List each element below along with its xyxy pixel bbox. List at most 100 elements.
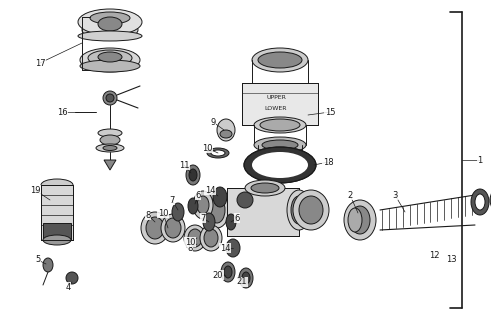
Ellipse shape <box>172 203 184 221</box>
Bar <box>242 83 318 125</box>
Ellipse shape <box>106 94 114 102</box>
Ellipse shape <box>165 218 181 238</box>
Ellipse shape <box>293 190 329 230</box>
Ellipse shape <box>186 165 200 185</box>
Text: 11: 11 <box>179 161 189 170</box>
Ellipse shape <box>490 189 491 211</box>
Text: 1: 1 <box>477 156 483 164</box>
Text: 8: 8 <box>145 211 151 220</box>
Text: 2: 2 <box>347 190 353 199</box>
Text: UPPER: UPPER <box>266 94 286 100</box>
Ellipse shape <box>224 266 232 278</box>
Ellipse shape <box>207 148 229 158</box>
Ellipse shape <box>184 225 206 251</box>
Ellipse shape <box>78 9 142 35</box>
Ellipse shape <box>98 52 122 62</box>
Ellipse shape <box>43 258 53 272</box>
Ellipse shape <box>237 192 253 208</box>
Ellipse shape <box>141 212 169 244</box>
Bar <box>41 185 73 240</box>
Ellipse shape <box>260 119 300 131</box>
Ellipse shape <box>41 179 73 191</box>
Ellipse shape <box>103 146 117 150</box>
Ellipse shape <box>188 229 202 247</box>
Text: 16: 16 <box>56 108 67 116</box>
Text: 13: 13 <box>446 255 456 265</box>
Ellipse shape <box>200 225 222 251</box>
Ellipse shape <box>348 208 362 232</box>
Ellipse shape <box>252 48 308 72</box>
Ellipse shape <box>344 200 376 240</box>
Ellipse shape <box>254 117 306 133</box>
Text: 18: 18 <box>323 157 333 166</box>
Bar <box>227 188 299 236</box>
Ellipse shape <box>205 192 229 228</box>
Ellipse shape <box>188 198 198 214</box>
Ellipse shape <box>244 147 316 183</box>
Text: LOWER: LOWER <box>265 106 287 110</box>
Ellipse shape <box>193 191 213 219</box>
Ellipse shape <box>82 20 138 40</box>
Ellipse shape <box>88 50 132 66</box>
Ellipse shape <box>100 135 120 145</box>
Ellipse shape <box>78 31 142 41</box>
Text: 6: 6 <box>195 190 201 199</box>
Ellipse shape <box>213 187 227 207</box>
Bar <box>41 185 73 240</box>
Text: 12: 12 <box>429 251 439 260</box>
Ellipse shape <box>189 169 197 181</box>
Ellipse shape <box>245 180 285 196</box>
Text: 7: 7 <box>200 213 206 222</box>
Bar <box>227 188 299 236</box>
Ellipse shape <box>226 239 240 257</box>
Ellipse shape <box>299 196 323 224</box>
Ellipse shape <box>239 268 253 288</box>
Text: 8: 8 <box>187 244 192 252</box>
Ellipse shape <box>204 229 218 247</box>
Ellipse shape <box>254 137 306 153</box>
Ellipse shape <box>226 214 236 230</box>
Text: 20: 20 <box>213 270 223 279</box>
Text: 15: 15 <box>325 108 335 116</box>
Ellipse shape <box>242 272 250 284</box>
Ellipse shape <box>80 60 140 72</box>
Ellipse shape <box>217 119 235 141</box>
Ellipse shape <box>251 183 279 193</box>
Text: 10: 10 <box>158 209 168 218</box>
Ellipse shape <box>161 214 185 242</box>
Ellipse shape <box>258 52 302 68</box>
Text: 14: 14 <box>205 186 215 195</box>
Ellipse shape <box>98 17 122 31</box>
Ellipse shape <box>209 197 225 223</box>
Text: 3: 3 <box>392 190 398 199</box>
Text: 14: 14 <box>220 244 230 252</box>
Polygon shape <box>104 160 116 170</box>
Text: 9: 9 <box>210 117 216 126</box>
Ellipse shape <box>287 190 311 230</box>
Ellipse shape <box>252 152 308 178</box>
Ellipse shape <box>221 262 235 282</box>
Ellipse shape <box>98 129 122 137</box>
Text: 21: 21 <box>237 277 247 286</box>
Ellipse shape <box>66 272 78 284</box>
Text: 10: 10 <box>202 143 212 153</box>
Text: 7: 7 <box>169 196 175 204</box>
Ellipse shape <box>350 206 370 234</box>
Text: 17: 17 <box>35 59 45 68</box>
Text: 19: 19 <box>30 186 40 195</box>
Ellipse shape <box>96 144 124 152</box>
Ellipse shape <box>475 194 485 210</box>
Bar <box>43 223 71 240</box>
Ellipse shape <box>220 130 232 138</box>
Text: 5: 5 <box>35 255 41 265</box>
Ellipse shape <box>90 12 130 24</box>
Ellipse shape <box>43 235 71 245</box>
Text: 10: 10 <box>185 237 195 246</box>
Ellipse shape <box>197 196 209 214</box>
Ellipse shape <box>262 140 298 150</box>
Ellipse shape <box>211 150 225 156</box>
Ellipse shape <box>103 91 117 105</box>
Ellipse shape <box>203 213 215 231</box>
Text: 4: 4 <box>65 283 71 292</box>
Ellipse shape <box>146 217 164 239</box>
